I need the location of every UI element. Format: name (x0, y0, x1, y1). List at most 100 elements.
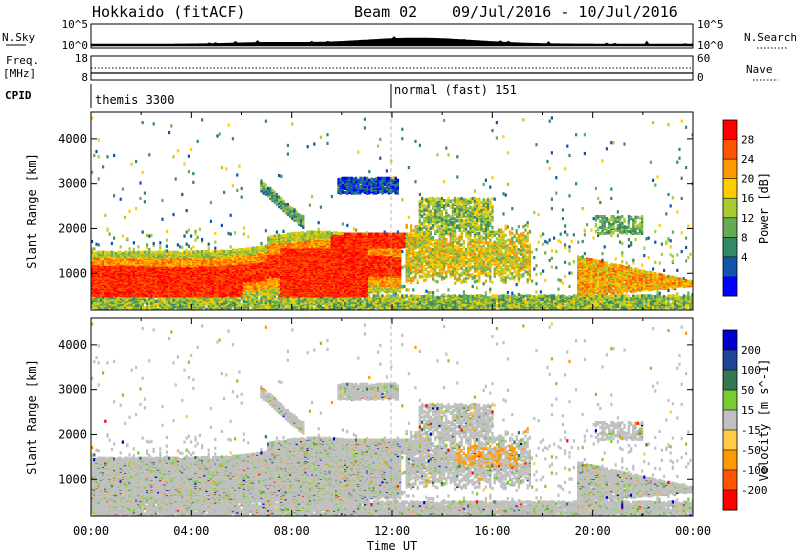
power-cell (242, 232, 245, 236)
power-cell (152, 241, 155, 246)
power-cell (179, 275, 182, 279)
power-cell (132, 241, 135, 245)
power-cell (159, 241, 162, 245)
power-cell (170, 124, 173, 128)
power-cell (99, 250, 102, 254)
power-cell (152, 262, 155, 266)
power-cell (168, 305, 171, 309)
power-cell (159, 245, 162, 249)
power-cell (124, 284, 127, 289)
power-cell (135, 207, 138, 211)
power-cell (192, 256, 195, 260)
power-cell (124, 303, 127, 307)
nsearch-tick-top: 10^5 (697, 18, 724, 31)
power-cell (229, 213, 232, 217)
power-cell (159, 250, 162, 254)
power-cell (170, 304, 173, 308)
power-cell (203, 270, 206, 274)
power-cell (201, 260, 204, 264)
power-cell (141, 305, 144, 309)
power-cell (176, 250, 179, 254)
power-cell (187, 298, 190, 302)
power-cell (126, 237, 129, 241)
power-cell (223, 264, 226, 268)
power-cell (104, 213, 107, 217)
nsky-panel: N.Sky 10^5 10^0 10^5 10^0 N.Search (2, 18, 797, 52)
power-cell (104, 250, 107, 254)
power-cell (130, 250, 133, 254)
power-cell (227, 250, 230, 254)
power-cell (91, 268, 94, 272)
power-cell (139, 299, 142, 303)
power-cell (91, 305, 94, 309)
cpid-segment-0: themis 3300 (95, 93, 174, 107)
power-cell (185, 209, 188, 213)
power-cell (128, 301, 131, 305)
beam-label: Beam 02 (354, 3, 417, 21)
power-cell (183, 301, 186, 305)
power-cell (205, 307, 208, 310)
power-cell (240, 248, 243, 252)
power-cell (194, 229, 197, 233)
nave-tick-top: 60 (697, 52, 710, 65)
nsky-trace (90, 36, 694, 47)
power-cell (176, 299, 179, 303)
freq-tick-bottom: 8 (81, 71, 88, 84)
power-cell (218, 250, 221, 254)
power-cell (227, 303, 230, 307)
power-cell (148, 275, 151, 279)
power-cell (203, 300, 206, 304)
power-cell (194, 250, 197, 254)
power-cell (192, 172, 195, 176)
power-cell (172, 305, 175, 309)
power-cell (115, 252, 118, 256)
power-cell (137, 252, 140, 256)
power-cell (154, 272, 157, 276)
power-cell (135, 307, 138, 310)
power-cell (192, 180, 195, 184)
power-cell (234, 231, 237, 235)
power-cell (231, 301, 234, 305)
power-cell (126, 297, 129, 301)
power-cell (143, 298, 146, 302)
power-cell (203, 275, 206, 279)
nsky-tick-bottom: 10^0 (62, 39, 89, 52)
power-cell (132, 250, 135, 254)
power-cell (223, 272, 226, 276)
power-cell (165, 244, 168, 248)
power-cell (223, 190, 226, 194)
power-cell (104, 272, 107, 276)
power-cell (216, 276, 219, 281)
power-cell (141, 302, 144, 306)
power-cell (150, 253, 153, 257)
power-cell (128, 277, 131, 281)
power-cell (240, 303, 243, 307)
power-cell (183, 162, 186, 166)
power-cell (130, 162, 133, 166)
power-cell (207, 249, 210, 253)
power-cell (220, 223, 223, 227)
power-cell (165, 306, 168, 310)
power-cell (192, 250, 195, 254)
power-cell (157, 303, 160, 307)
power-cell (225, 293, 228, 297)
power-cell (172, 299, 175, 303)
power-cell (106, 251, 109, 255)
power-cell (150, 307, 153, 310)
power-cell (170, 250, 173, 254)
freq-label: Freq. (6, 54, 39, 67)
power-cell (104, 305, 107, 309)
power-cell (198, 250, 201, 254)
power-cell (227, 256, 230, 260)
power-cell (220, 307, 223, 310)
power-cell (176, 289, 179, 293)
power-cell (201, 118, 204, 122)
power-cell (192, 245, 195, 249)
power-cell (124, 250, 127, 254)
power-cell (225, 249, 228, 253)
cpid-segment-1: normal (fast) 151 (394, 83, 517, 97)
power-cell (104, 297, 107, 301)
nsearch-label: N.Search (744, 31, 797, 44)
